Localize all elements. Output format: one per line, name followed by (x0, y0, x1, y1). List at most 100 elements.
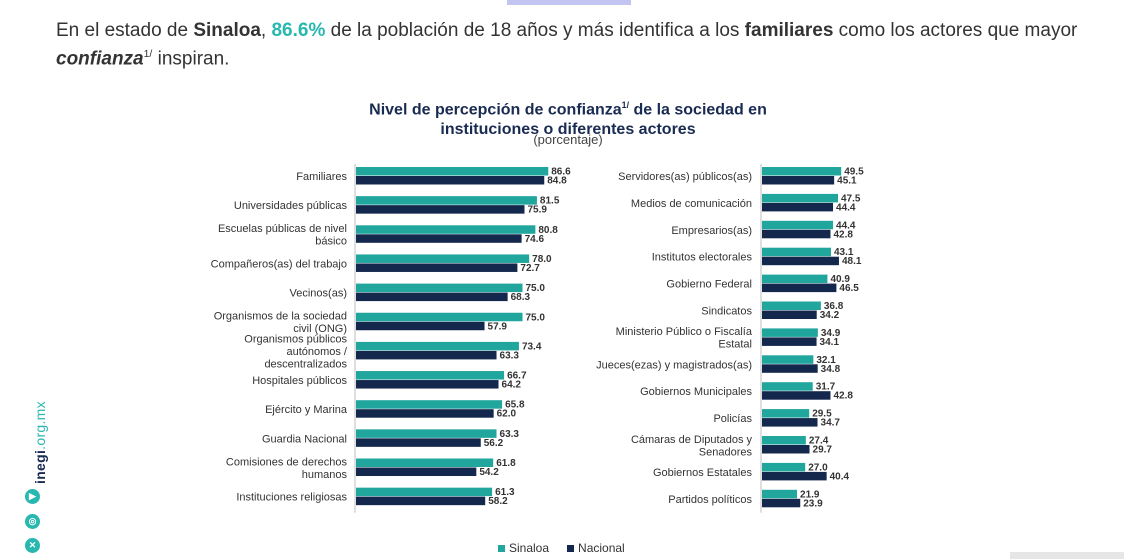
chart-panel-2: Servidores(as) públicos(as) 49.545.1 Medio… (596, 164, 864, 513)
data-label-sinaloa: 43.1 (834, 247, 854, 258)
category-label: Sindicatos (701, 306, 752, 318)
bar-nacional (356, 205, 525, 214)
bar-sinaloa (356, 167, 549, 176)
bar-nacional (762, 283, 837, 293)
headline-actor: familiares (744, 20, 834, 41)
bar-nacional (356, 176, 545, 185)
data-label-sinaloa: 65.8 (505, 400, 525, 411)
data-label-nacional: 46.5 (839, 283, 859, 294)
youtube-icon[interactable]: ▶ (25, 489, 40, 504)
legend-swatch-sinaloa (498, 544, 505, 552)
data-label-sinaloa: 21.9 (800, 489, 820, 500)
headline-percentage: 86.6% (271, 20, 326, 41)
chart-legend: Sinaloa Nacional (498, 541, 625, 555)
bar-sinaloa (762, 167, 842, 176)
category-label: Comisiones de derechos humanos (226, 456, 348, 481)
category-label: Organismos de la sociedad civil (ONG) (214, 311, 347, 336)
bar-nacional (762, 256, 839, 266)
bar-sinaloa (762, 355, 814, 364)
data-label-nacional: 63.3 (500, 350, 520, 361)
data-label-nacional: 40.4 (830, 471, 850, 482)
bar-sinaloa (356, 371, 505, 380)
data-label-sinaloa: 61.3 (495, 487, 515, 498)
category-label: Universidades públicas (234, 200, 348, 212)
data-label-nacional: 34.7 (821, 418, 841, 429)
chart-title-line1: Nivel de percepción de confianza (369, 101, 622, 119)
bar-nacional (356, 380, 499, 389)
instagram-icon[interactable]: ◎ (25, 514, 40, 529)
headline: En el estado de Sinaloa, 86.6% de la pob… (56, 19, 1106, 71)
data-label-nacional: 34.8 (821, 364, 841, 375)
data-label-sinaloa: 31.7 (816, 382, 836, 393)
site-url-rest: .org.mx (32, 401, 48, 450)
data-label-sinaloa: 27.0 (808, 462, 828, 473)
bar-sinaloa (356, 254, 530, 263)
bar-nacional (762, 364, 818, 373)
category-label: Organismos públicos autónomos / descentral… (244, 333, 348, 370)
bar-nacional (356, 234, 522, 243)
data-label-nacional: 23.9 (803, 498, 823, 509)
category-label: Policías (713, 413, 752, 425)
data-label-nacional: 29.7 (813, 445, 833, 456)
chart-subtitle: (porcentaje) (533, 132, 603, 147)
data-label-nacional: 75.9 (527, 205, 547, 216)
bar-sinaloa (762, 301, 821, 310)
bar-nacional (356, 321, 485, 331)
bar-nacional (762, 176, 835, 185)
site-url-bold: inegi (32, 449, 48, 484)
bar-sinaloa (762, 489, 798, 499)
category-label: Vecinos(as) (290, 288, 347, 300)
bar-nacional (356, 292, 508, 302)
bar-sinaloa (356, 312, 523, 322)
legend-label-sinaloa: Sinaloa (509, 541, 550, 555)
bar-nacional (356, 496, 486, 506)
data-label-nacional: 54.2 (479, 467, 499, 478)
bar-sinaloa (762, 193, 838, 203)
bar-nacional (762, 337, 817, 346)
data-label-sinaloa: 36.8 (824, 301, 844, 312)
bar-nacional (356, 438, 481, 447)
data-label-nacional: 57.9 (488, 321, 508, 332)
chart-title-footnote-mark: 1/ (621, 100, 630, 110)
bar-nacional (762, 310, 817, 319)
legend-item-sinaloa: Sinaloa (498, 541, 549, 555)
data-label-sinaloa: 63.3 (500, 429, 520, 440)
bar-nacional (356, 409, 494, 418)
data-label-nacional: 34.1 (820, 337, 840, 348)
chart-panel-1: Familiares 86.684.8 Universidades públicas… (211, 164, 571, 513)
headline-text: , (260, 20, 272, 41)
category-label: Ministerio Público o Fiscalía Estatal (616, 326, 753, 351)
bar-sinaloa (762, 328, 818, 337)
bar-nacional (762, 445, 810, 454)
data-label-nacional: 84.8 (547, 176, 567, 187)
data-label-sinaloa: 34.9 (821, 328, 841, 339)
category-label: Guardia Nacional (262, 433, 347, 445)
bar-sinaloa (762, 409, 810, 418)
data-label-sinaloa: 44.4 (836, 220, 856, 231)
x-icon[interactable]: ✕ (25, 538, 40, 553)
category-label: Cámaras de Diputados y Senadores (631, 434, 753, 459)
site-url[interactable]: inegi.org.mx (32, 388, 48, 484)
data-label-nacional: 34.2 (820, 310, 840, 321)
data-label-sinaloa: 80.8 (538, 225, 558, 236)
bar-sinaloa (762, 462, 806, 472)
category-label: Empresarios(as) (671, 225, 752, 237)
bar-sinaloa (762, 247, 831, 257)
category-label: Hospitales públicos (252, 375, 347, 387)
headline-text: de la población de 18 años y más identif… (325, 20, 745, 41)
bar-sinaloa (356, 458, 494, 467)
data-label-sinaloa: 78.0 (532, 254, 552, 265)
data-label-nacional: 44.4 (836, 202, 856, 213)
data-label-nacional: 45.1 (837, 176, 857, 187)
category-label: Gobierno Federal (666, 279, 752, 291)
bar-sinaloa (356, 429, 497, 438)
bar-nacional (762, 498, 801, 508)
category-label: Instituciones religiosas (236, 492, 347, 504)
chart-title: Nivel de percepción de confianza1/ de la… (300, 95, 836, 140)
bar-nacional (356, 467, 477, 476)
data-label-sinaloa: 47.5 (841, 193, 861, 204)
data-label-sinaloa: 40.9 (830, 274, 850, 285)
bar-sinaloa (762, 436, 806, 445)
data-label-sinaloa: 49.5 (844, 167, 864, 178)
